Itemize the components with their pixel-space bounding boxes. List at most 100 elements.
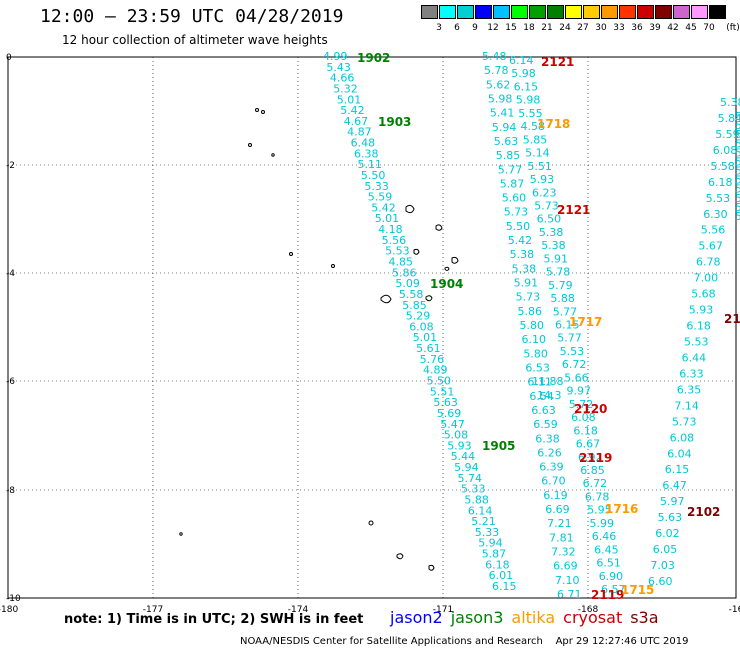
wave-height-value: 6.50 xyxy=(537,213,562,226)
wave-height-value: 5 xyxy=(735,174,740,187)
wave-height-value: 5.38 xyxy=(539,226,564,239)
island xyxy=(255,108,259,112)
wave-height-value: 5.33 xyxy=(461,483,486,496)
wave-height-value: 5.98 xyxy=(516,94,541,107)
colorbar-swatch xyxy=(439,5,456,19)
wave-height-value: 5.97 xyxy=(660,495,685,508)
y-tick-label: 0 xyxy=(6,53,12,63)
wave-height-value: 5.32 xyxy=(333,82,358,95)
wave-height-value: 5.43 xyxy=(326,61,351,74)
island xyxy=(380,294,392,304)
wave-height-value: 5.33 xyxy=(475,526,500,539)
wave-height-value: 6.18 xyxy=(708,176,733,189)
wave-height-value: 5.86 xyxy=(392,266,417,279)
wave-height-value: 5.63 xyxy=(433,396,458,409)
wave-height-value: 5.77 xyxy=(557,332,582,345)
wave-height-value: 7.21 xyxy=(547,517,572,530)
wave-height-value: 5 xyxy=(735,146,740,159)
wave-height-value: 6.23 xyxy=(532,186,557,199)
wave-height-value: 5.38 xyxy=(512,262,536,275)
island xyxy=(405,204,415,214)
colorbar-label: 6 xyxy=(454,23,460,33)
wave-height-value: 6.78 xyxy=(696,256,721,269)
wave-height-value: 6.08 xyxy=(409,320,434,333)
wave-height-value: 5.76 xyxy=(420,353,445,366)
wave-height-value: 6.53 xyxy=(525,362,550,375)
page-subtitle: 12 hour collection of altimeter wave hei… xyxy=(62,33,328,47)
wave-height-value: 5.51 xyxy=(527,160,552,173)
wave-height-value: 4.67 xyxy=(344,115,369,128)
wave-height-value: 5.33 xyxy=(364,180,389,193)
colorbar-swatch xyxy=(673,5,690,19)
wave-height-value: 6.18 xyxy=(686,320,711,333)
colorbar-swatch xyxy=(493,5,510,19)
units-note: note: 1) Time is in UTC; 2) SWH is in fe… xyxy=(64,612,364,627)
wave-height-value: 6.47 xyxy=(662,479,687,492)
wave-height-value: 5.60 xyxy=(502,192,527,205)
wave-height-value: 4.89 xyxy=(423,364,448,377)
wave-height-value: 6.51 xyxy=(596,557,621,570)
wave-height-value: 6.18 xyxy=(485,558,510,571)
wave-height-value: 5.08 xyxy=(444,429,469,442)
wave-height-value: 5.87 xyxy=(482,548,507,561)
wave-height-value: 5.93 xyxy=(447,439,472,452)
wave-height-value: 5.21 xyxy=(471,515,496,528)
colorbar-label: 24 xyxy=(559,23,571,33)
y-tick-label: -2 xyxy=(6,161,15,171)
cycle-label: 1904 xyxy=(430,277,463,291)
cycle-label: 2121 xyxy=(557,203,590,217)
wave-height-value: 5.63 xyxy=(658,511,683,524)
colorbar-label: 33 xyxy=(613,23,625,33)
y-tick-label: -4 xyxy=(6,269,15,279)
colorbar-label: 9 xyxy=(472,23,478,33)
wave-height-value: 6.57 xyxy=(601,583,626,596)
x-tick-label: -168 xyxy=(578,605,599,615)
wave-height-value: 5.86 xyxy=(518,305,543,318)
wave-height-value: 4.87 xyxy=(347,126,372,139)
cycle-label: 2119 xyxy=(591,588,624,602)
island xyxy=(331,264,335,268)
wave-height-value: 5.94 xyxy=(478,537,503,550)
wave-height-value: 5.38 xyxy=(510,248,534,261)
wave-height-value: 6.72 xyxy=(583,477,608,490)
wave-height-value: 5 xyxy=(735,137,740,150)
graticule-grid xyxy=(8,57,736,598)
wave-height-value: 6.15 xyxy=(665,463,690,476)
colorbar-label: 30 xyxy=(595,23,607,33)
wave-height-value: 5.62 xyxy=(486,78,511,91)
wave-height-value: 5.77 xyxy=(553,305,578,318)
wave-height-value: 5.85 xyxy=(402,299,427,312)
wave-height-value: 5 xyxy=(735,183,740,196)
cycle-label: 2119 xyxy=(579,451,612,465)
wave-height-value: 5.53 xyxy=(706,192,731,205)
colorbar-swatch xyxy=(583,5,600,19)
wave-height-value: 5.77 xyxy=(498,163,523,176)
wave-height-value: 5.80 xyxy=(520,319,545,332)
island xyxy=(413,248,420,255)
wave-height-value: 5 xyxy=(735,128,740,141)
colorbar-swatch xyxy=(529,5,546,19)
wave-height-value: 4.18 xyxy=(378,223,403,236)
wave-height-value: 5.29 xyxy=(406,310,431,323)
wave-height-value: 7.32 xyxy=(551,546,576,559)
page-title: 12:00 – 23:59 UTC 04/28/2019 xyxy=(40,6,344,27)
wave-height-value: 5.94 xyxy=(492,121,517,134)
wave-height-value: 5.53 xyxy=(560,345,585,358)
colorbar-label: 39 xyxy=(649,23,661,33)
colorbar-label: 3 xyxy=(436,23,442,33)
wave-height-value: 5.48 xyxy=(482,50,507,63)
wave-height-value: 5.63 xyxy=(494,135,519,148)
colorbar-label: 18 xyxy=(523,23,535,33)
cycle-label: 1903 xyxy=(378,115,411,129)
colorbar-swatch xyxy=(655,5,672,19)
wave-height-value: 6.70 xyxy=(541,475,566,488)
wave-height-value: 5.38 xyxy=(541,239,566,252)
colorbar-label: 21 xyxy=(541,23,553,33)
wave-height-value: 6.08 xyxy=(571,411,596,424)
wave-height-value: 5.73 xyxy=(504,206,529,219)
wave-height-value: 6.19 xyxy=(543,489,568,502)
wave-height-value: 5.56 xyxy=(382,234,407,247)
wave-height-value: 5.73 xyxy=(672,415,697,428)
wave-height-value: 5.68 xyxy=(691,288,716,301)
